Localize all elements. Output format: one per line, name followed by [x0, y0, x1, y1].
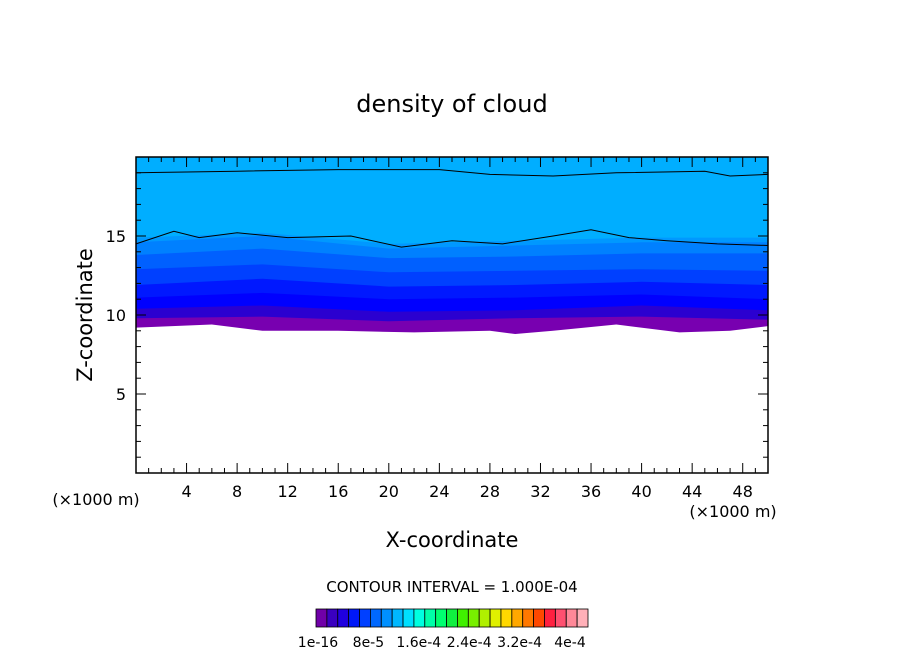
colorbar-swatch [435, 608, 447, 628]
x-tick-label: 16 [328, 482, 348, 501]
colorbar-swatch [402, 608, 415, 628]
colorbar-swatch [446, 608, 458, 628]
density-filled-contours [136, 157, 768, 334]
colorbar-swatch [544, 608, 556, 628]
colorbar-swatch [500, 608, 513, 628]
colorbar-label: 2.4e-4 [447, 635, 492, 651]
colorbar-swatch [359, 608, 371, 628]
colorbar-swatch [489, 608, 502, 628]
x-tick-label: 28 [480, 482, 500, 501]
x-tick-label: 8 [232, 482, 242, 501]
colorbar-swatch [533, 608, 545, 628]
density-layer-8 [136, 157, 768, 244]
colorbar-swatch [424, 608, 437, 628]
colorbar-swatch [554, 608, 567, 628]
y-axis-label: Z-coordinate [73, 248, 97, 382]
colorbar-swatch [576, 608, 589, 628]
x-tick-label: 36 [581, 482, 601, 501]
colorbar-swatch [391, 608, 404, 628]
colorbar-swatch [467, 608, 480, 628]
x-tick-label: 12 [278, 482, 298, 501]
x-tick-label: 20 [379, 482, 399, 501]
y-tick-label: 10 [106, 306, 126, 325]
colorbar-label: 4e-4 [554, 635, 586, 651]
contour-interval-label: CONTOUR INTERVAL = 1.000E-04 [326, 578, 577, 596]
colorbar-swatch [522, 608, 534, 628]
colorbar-swatch [337, 608, 350, 628]
contour-line-0 [135, 169, 769, 177]
colorbar-swatch [369, 608, 382, 628]
x-tick-label: 44 [682, 482, 702, 501]
colorbar-label: 8e-5 [353, 635, 384, 651]
colorbar-swatch [565, 608, 578, 628]
x-tick-label: 48 [733, 482, 753, 501]
x-axis-ticks: 4 8 12 16 20 24 28 32 36 40 44 48 [135, 157, 769, 501]
colorbar-swatch [348, 608, 360, 628]
colorbar-labels: 1e-16 8e-5 1.6e-4 2.4e-4 3.2e-4 4e-4 [298, 635, 586, 651]
contour-lines [135, 169, 769, 248]
colorbar [315, 608, 589, 628]
colorbar-swatch [380, 608, 393, 628]
chart-title: density of cloud [356, 90, 547, 118]
x-tick-label: 24 [429, 482, 449, 501]
x-tick-label: 40 [631, 482, 651, 501]
colorbar-swatch [478, 608, 491, 628]
y-unit-label: (×1000 m) [52, 490, 139, 509]
colorbar-swatch [315, 608, 328, 628]
x-tick-label: 4 [181, 482, 191, 501]
y-axis-ticks: 5 10 15 [106, 156, 768, 474]
y-tick-label: 5 [116, 385, 126, 404]
colorbar-label: 1.6e-4 [396, 635, 441, 651]
x-unit-label: (×1000 m) [689, 502, 776, 521]
colorbar-label: 1e-16 [298, 635, 338, 651]
contour-line-1 [135, 229, 769, 248]
x-axis-label: X-coordinate [386, 528, 519, 552]
colorbar-swatch [413, 608, 426, 628]
colorbar-label: 3.2e-4 [497, 635, 542, 651]
colorbar-swatch [511, 608, 524, 628]
x-tick-label: 32 [530, 482, 550, 501]
colorbar-swatch [457, 608, 469, 628]
colorbar-swatch [326, 608, 339, 628]
y-tick-label: 15 [106, 227, 126, 246]
